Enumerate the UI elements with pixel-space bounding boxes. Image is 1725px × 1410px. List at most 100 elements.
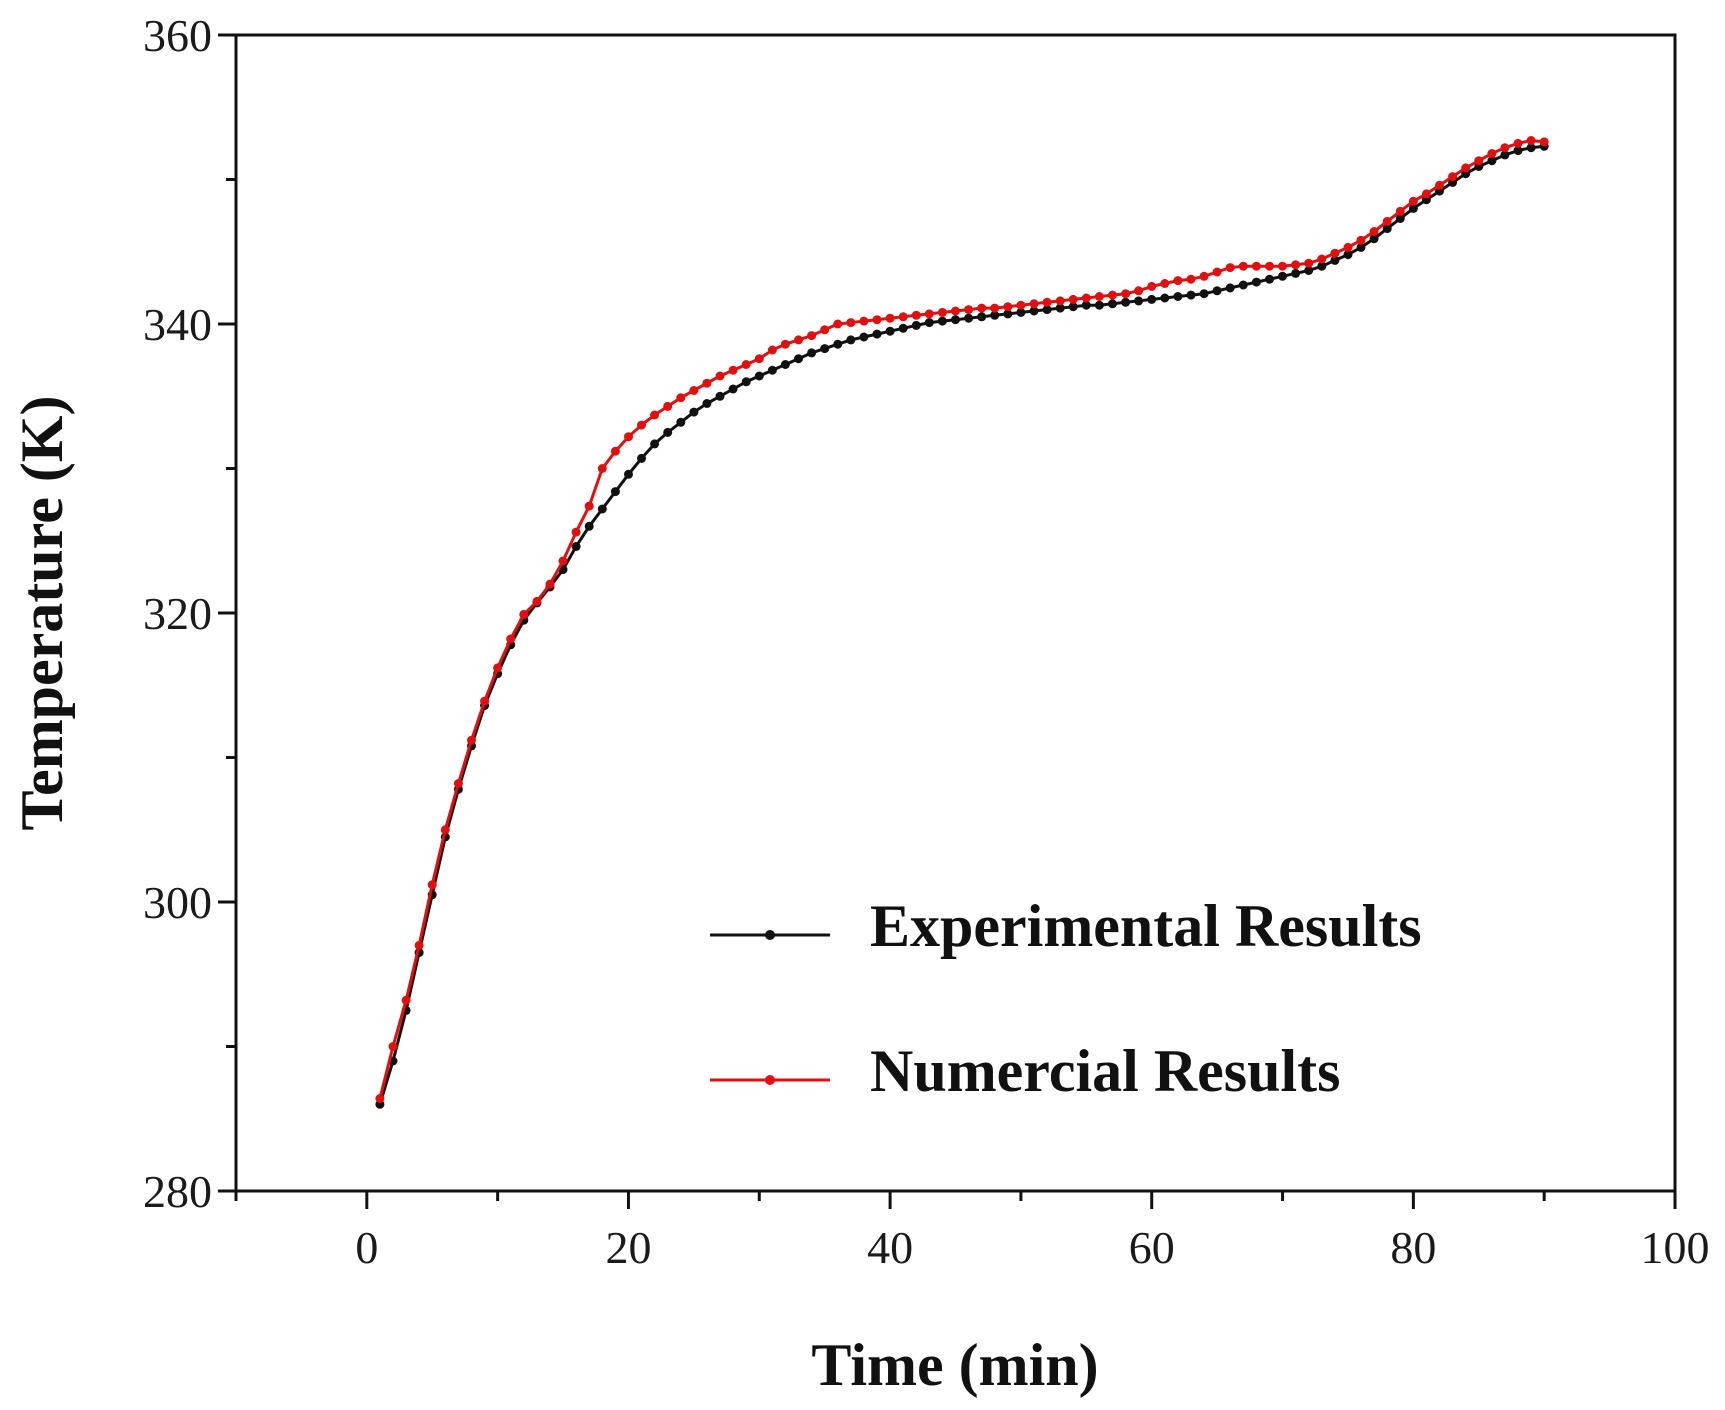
data-point-numerical	[440, 825, 450, 835]
data-point-experimental	[846, 335, 856, 345]
data-point-numerical	[1317, 254, 1327, 264]
data-point-numerical	[1068, 294, 1078, 304]
y-tick-label: 340	[143, 299, 212, 350]
data-point-experimental	[1356, 242, 1366, 252]
x-tick-label: 80	[1390, 1222, 1436, 1273]
data-point-numerical	[1526, 136, 1536, 145]
data-point-numerical	[427, 880, 437, 890]
data-point-numerical	[676, 393, 686, 403]
data-point-numerical	[754, 354, 764, 364]
legend: Experimental Results Numercial Results	[710, 893, 1422, 1104]
data-point-experimental	[1343, 250, 1353, 260]
data-point-experimental	[1304, 266, 1314, 275]
data-point-numerical	[702, 378, 712, 388]
data-point-experimental	[820, 344, 830, 354]
data-point-numerical	[650, 410, 660, 420]
data-point-numerical	[519, 609, 529, 619]
data-point-experimental	[1147, 294, 1157, 304]
data-point-numerical	[898, 312, 908, 322]
data-point-numerical	[794, 335, 803, 345]
data-point-numerical	[1108, 290, 1117, 300]
data-point-numerical	[1003, 302, 1013, 312]
data-point-experimental	[715, 391, 725, 401]
x-tick-label: 60	[1129, 1222, 1175, 1273]
data-point-experimental	[637, 453, 646, 463]
data-point-experimental	[1081, 300, 1091, 310]
data-point-numerical	[1448, 172, 1458, 182]
data-point-numerical	[506, 634, 516, 644]
data-point-numerical	[1356, 235, 1366, 245]
data-point-numerical	[1461, 163, 1471, 173]
data-point-experimental	[1042, 305, 1052, 315]
data-point-experimental	[794, 354, 803, 364]
data-point-numerical	[833, 319, 843, 329]
data-point-experimental	[767, 365, 777, 375]
data-point-numerical	[1029, 299, 1039, 309]
data-point-numerical	[1212, 267, 1222, 277]
data-point-numerical	[1016, 300, 1026, 310]
data-point-numerical	[597, 464, 607, 473]
data-point-experimental	[807, 348, 817, 358]
data-point-experimental	[728, 384, 738, 394]
data-point-experimental	[1134, 296, 1144, 306]
data-point-numerical	[1147, 281, 1157, 291]
data-point-numerical	[1173, 276, 1183, 286]
data-point-experimental	[1317, 261, 1327, 271]
data-point-numerical	[885, 313, 895, 323]
data-point-experimental	[1238, 280, 1248, 290]
data-point-experimental	[1055, 303, 1065, 313]
data-point-experimental	[1526, 143, 1536, 153]
data-point-numerical	[820, 325, 830, 335]
data-point-numerical	[663, 401, 673, 411]
data-point-experimental	[676, 417, 686, 427]
data-point-numerical	[859, 316, 869, 326]
y-tick-label: 300	[143, 877, 212, 928]
data-point-numerical	[1225, 263, 1235, 273]
data-point-experimental	[833, 339, 843, 349]
data-point-numerical	[467, 735, 476, 745]
data-point-experimental	[571, 542, 581, 551]
data-point-experimental	[1160, 293, 1170, 303]
data-point-experimental	[1291, 268, 1301, 278]
x-tick-label: 20	[605, 1222, 651, 1273]
data-point-numerical	[584, 501, 594, 511]
data-point-numerical	[1330, 248, 1340, 258]
data-point-experimental	[1395, 214, 1405, 223]
data-point-numerical	[1134, 286, 1144, 296]
data-point-numerical	[1513, 138, 1523, 148]
data-point-experimental	[898, 323, 908, 333]
data-point-numerical	[780, 339, 790, 349]
data-point-experimental	[964, 313, 974, 323]
data-point-numerical	[807, 331, 817, 341]
legend-label-experimental: Experimental Results	[870, 893, 1422, 959]
y-axis-ticks: 280 300 320 340 360	[143, 10, 236, 1217]
data-point-numerical	[637, 420, 646, 430]
data-point-experimental	[911, 320, 921, 330]
x-axis-title: Time (min)	[811, 1332, 1098, 1398]
data-point-numerical	[990, 303, 1000, 313]
data-point-experimental	[597, 504, 607, 514]
data-point-experimental	[1330, 255, 1340, 265]
data-point-experimental	[1068, 302, 1078, 312]
data-point-numerical	[545, 579, 555, 589]
data-point-numerical	[911, 310, 921, 320]
data-point-experimental	[1003, 309, 1013, 319]
data-point-experimental	[1225, 283, 1235, 293]
data-point-experimental	[584, 521, 594, 531]
data-point-numerical	[1160, 279, 1170, 288]
data-point-numerical	[624, 432, 633, 442]
data-point-experimental	[1382, 224, 1392, 234]
data-point-experimental	[1212, 286, 1222, 296]
data-point-experimental	[872, 329, 882, 339]
data-point-numerical	[689, 386, 699, 395]
data-point-numerical	[977, 303, 987, 313]
data-point-experimental	[1278, 271, 1287, 281]
series-layer	[375, 136, 1549, 1109]
data-point-experimental	[1121, 297, 1131, 307]
data-point-experimental	[1016, 307, 1026, 317]
data-point-experimental	[689, 407, 699, 417]
data-point-numerical	[1539, 137, 1549, 147]
data-point-experimental	[990, 310, 1000, 320]
data-point-experimental	[650, 439, 660, 449]
data-point-numerical	[1238, 261, 1248, 271]
